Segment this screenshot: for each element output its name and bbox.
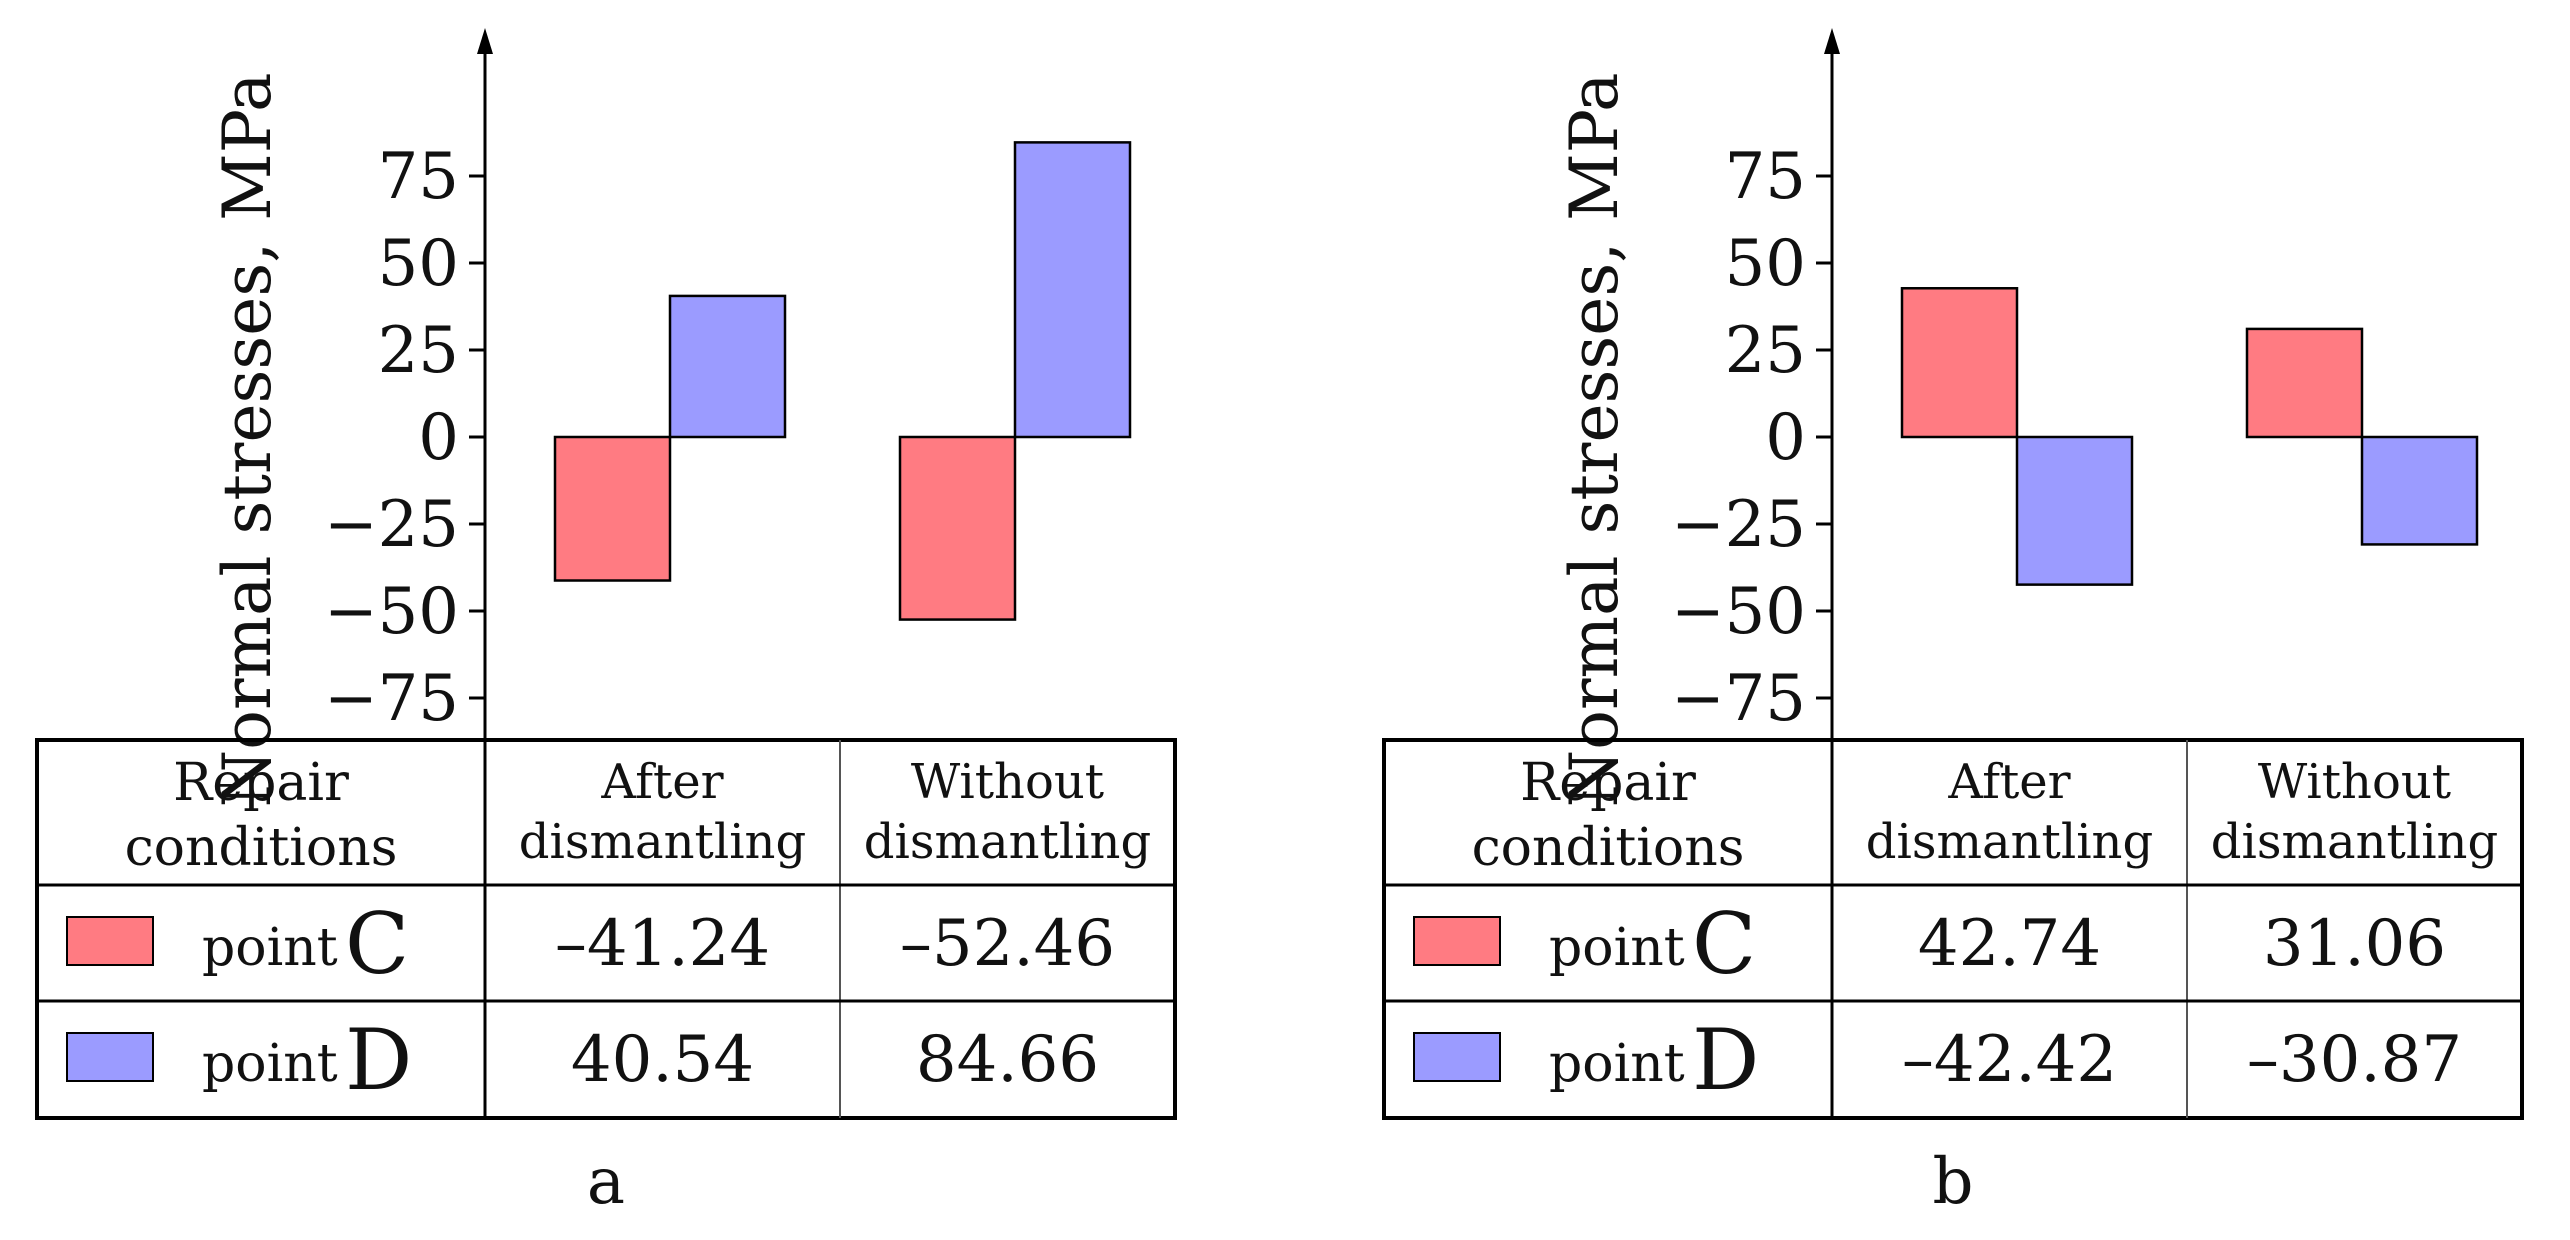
y-tick-label: 50 <box>378 227 459 301</box>
y-tick-label: −50 <box>324 575 459 649</box>
category-label: Without <box>2258 754 2451 810</box>
legend-swatch-c <box>1413 916 1501 966</box>
y-tick-label: −75 <box>1671 662 1806 736</box>
legend-point-letter: C <box>345 895 409 993</box>
category-label: dismantling <box>864 814 1151 870</box>
bar-d <box>1013 141 1132 439</box>
bar-c <box>2245 327 2364 439</box>
table-frame <box>1382 738 2524 1120</box>
table-header-line: conditions <box>1472 818 1745 878</box>
y-axis-title: Normal stresses, MPa <box>209 72 286 807</box>
y-tick-label: 50 <box>1725 227 1806 301</box>
y-tick-label: −25 <box>324 488 459 562</box>
category-label: dismantling <box>519 814 806 870</box>
panel-a: 75 50 25 0 −25 −50 −75 Normal stresses, MPaRepa… <box>35 28 1177 1219</box>
panel-label: a <box>587 1145 625 1219</box>
value-label: –41.24 <box>555 907 770 981</box>
y-tick-label: 25 <box>378 314 459 388</box>
y-tick-label: 0 <box>1765 401 1806 475</box>
value-label: 42.74 <box>1918 907 2101 981</box>
legend-point-letter: C <box>1692 895 1756 993</box>
y-axis-arrow <box>1824 28 1840 54</box>
legend-point-label: point <box>1549 1034 1685 1094</box>
category-label: After <box>1947 754 2070 810</box>
table-header-line: Repair <box>173 753 349 813</box>
value-label: –30.87 <box>2247 1023 2462 1097</box>
legend-point-label: point <box>202 918 338 978</box>
value-label: 40.54 <box>571 1023 754 1097</box>
y-tick-label: −50 <box>1671 575 1806 649</box>
legend-swatch-c <box>66 916 154 966</box>
category-label: After <box>600 754 723 810</box>
category-label: dismantling <box>1866 814 2153 870</box>
y-tick-label: 25 <box>1725 314 1806 388</box>
table-header-line: conditions <box>125 818 398 878</box>
y-tick-label: 75 <box>1725 140 1806 214</box>
y-tick-label: 0 <box>418 401 459 475</box>
value-label: 31.06 <box>2263 907 2446 981</box>
legend-point-label: point <box>202 1034 338 1094</box>
category-label: Without <box>911 754 1104 810</box>
legend-point-letter: D <box>345 1011 412 1109</box>
legend-point-label: point <box>1549 918 1685 978</box>
value-label: –42.42 <box>1902 1023 2117 1097</box>
y-axis-arrow <box>477 28 493 54</box>
bar-d <box>2360 435 2479 546</box>
bar-c <box>1900 287 2019 439</box>
bar-d <box>2015 435 2134 586</box>
legend-swatch-d <box>66 1032 154 1082</box>
value-label: –52.46 <box>900 907 1115 981</box>
y-tick-label: −75 <box>324 662 459 736</box>
legend-swatch-d <box>1413 1032 1501 1082</box>
legend-point-letter: D <box>1692 1011 1759 1109</box>
table-frame <box>35 738 1177 1120</box>
y-tick-label: −25 <box>1671 488 1806 562</box>
table-header-line: Repair <box>1520 753 1696 813</box>
bar-c <box>898 435 1017 621</box>
bar-c <box>553 435 672 582</box>
panel-b: 75 50 25 0 −25 −50 −75 Normal stresses, MPaRepa… <box>1382 28 2524 1219</box>
value-label: 84.66 <box>916 1023 1099 1097</box>
y-tick-label: 75 <box>378 140 459 214</box>
bar-d <box>668 294 787 439</box>
panel-label: b <box>1933 1145 1974 1219</box>
y-axis-title: Normal stresses, MPa <box>1556 72 1633 807</box>
category-label: dismantling <box>2211 814 2498 870</box>
